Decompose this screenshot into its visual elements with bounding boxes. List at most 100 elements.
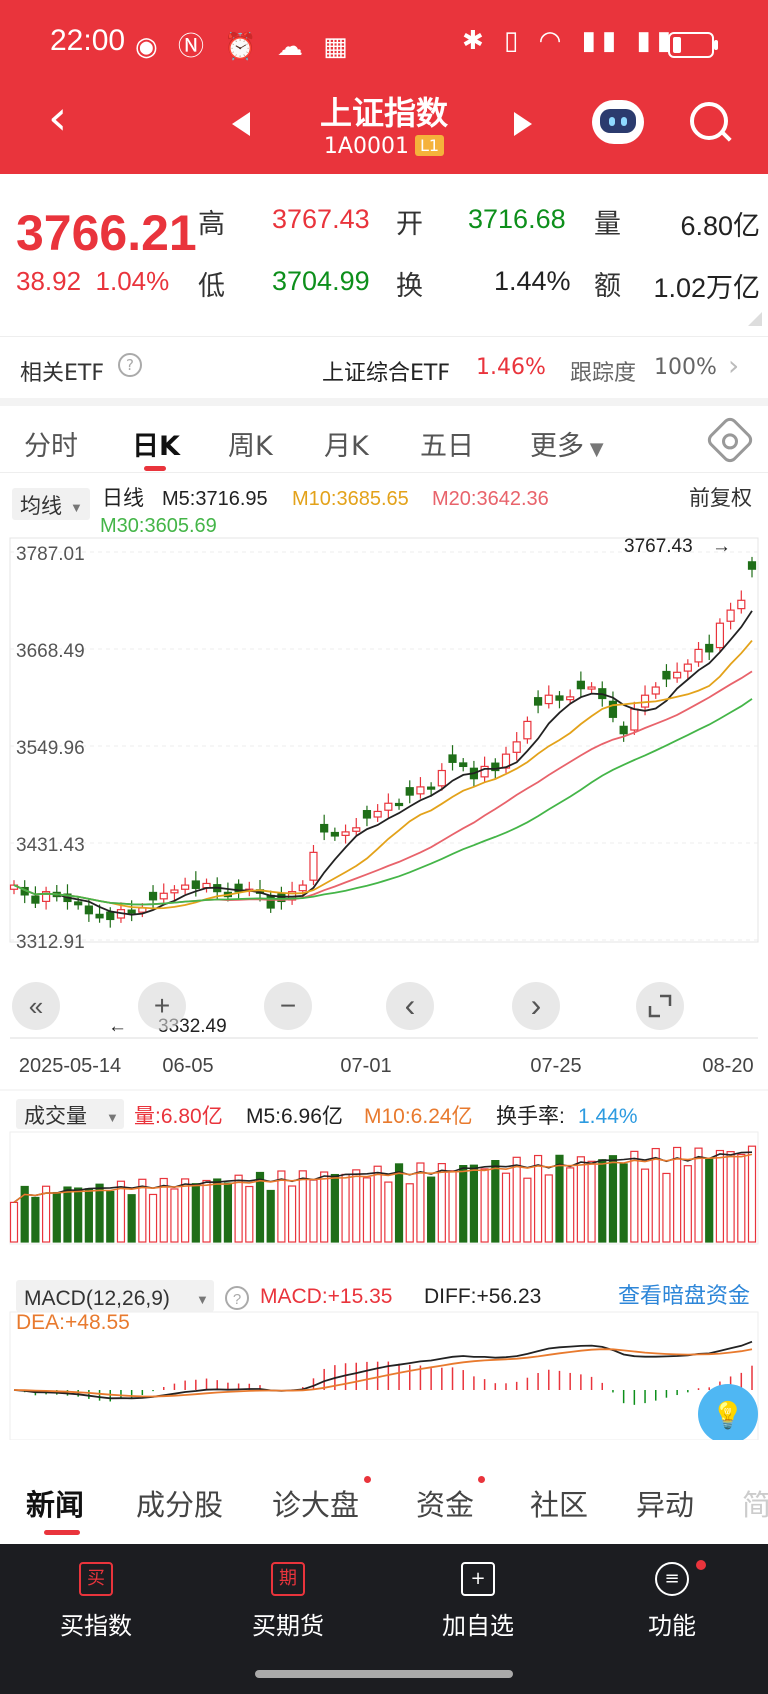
prev-button[interactable]	[386, 982, 434, 1030]
macd-select[interactable]: MACD(12,26,9)	[24, 1287, 170, 1310]
macd-histogram	[13, 1340, 753, 1405]
candle-body	[726, 609, 735, 622]
candle-body	[191, 880, 200, 889]
add-watchlist-button[interactable]: + 加自选	[408, 1562, 548, 1641]
volume-bar	[705, 1157, 714, 1243]
volume-bar	[587, 1160, 596, 1243]
volume-select-bg[interactable]	[16, 1099, 124, 1129]
volume-bar	[63, 1186, 72, 1243]
ma-line-m10	[13, 640, 753, 910]
volume-bar	[640, 1168, 650, 1243]
volume-select[interactable]: 成交量	[24, 1105, 87, 1128]
volume-bar	[330, 1173, 339, 1243]
news-tabs: 新闻 成分股 诊大盘 资金 社区 异动 简	[0, 1460, 768, 1540]
stock-code: 1A0001 L1	[0, 134, 768, 159]
volume-bar	[159, 1177, 168, 1243]
volume-bar	[619, 1163, 628, 1243]
volume-bar	[298, 1170, 307, 1243]
help-icon[interactable]: ?	[118, 353, 142, 377]
buy-index-button[interactable]: 买 买指数	[26, 1562, 166, 1641]
tab-more[interactable]: 更多 ▼	[530, 424, 604, 463]
low-value: 3704.99	[272, 266, 370, 296]
scroll-left-icon: «	[29, 991, 43, 1021]
volume-bar	[255, 1171, 265, 1243]
tips-button[interactable]	[698, 1384, 758, 1444]
volume-bar	[694, 1147, 703, 1243]
macd-select-bg[interactable]	[16, 1280, 214, 1312]
robot-assistant-icon[interactable]	[592, 100, 644, 144]
candle-body	[651, 686, 660, 695]
tab-brief[interactable]: 简	[742, 1488, 768, 1522]
volume-bar	[512, 1156, 521, 1243]
volume-bar	[437, 1162, 446, 1243]
tab-movers[interactable]: 异动	[636, 1488, 695, 1522]
volume-bar	[95, 1183, 104, 1243]
candle-body	[437, 769, 446, 787]
candle-body	[170, 889, 179, 894]
high-marker: 3767.43	[624, 536, 693, 557]
functions-button[interactable]: ≡ 功能	[602, 1562, 742, 1641]
volume-bar	[84, 1188, 93, 1243]
ma-select-arrow-icon: ▼	[70, 500, 83, 515]
volume-bar	[52, 1191, 61, 1243]
volume-m5: M5:6.96亿	[246, 1105, 343, 1128]
candle-body	[202, 882, 211, 889]
tab-market-diagnosis[interactable]: 诊大盘	[272, 1488, 360, 1522]
related-etf-row[interactable]: 相关ETF ? 上证综合ETF 1.46% 跟踪度 100% ›	[0, 336, 768, 399]
tab-news[interactable]: 新闻	[26, 1488, 85, 1522]
tab-weekly-k[interactable]: 周K	[228, 431, 273, 462]
buy-index-icon: 买	[79, 1562, 113, 1596]
next-button[interactable]	[512, 982, 560, 1030]
news-tab-indicator	[44, 1530, 80, 1535]
price-panel-frame	[9, 537, 759, 943]
volume-bar	[41, 1185, 51, 1243]
candle-body	[394, 802, 404, 807]
tab-daily-k[interactable]: 日K	[132, 431, 180, 462]
volume-bar	[362, 1177, 372, 1243]
funds-dot	[478, 1476, 485, 1483]
adjust-mode[interactable]: 前复权	[689, 487, 752, 510]
prev-stock-icon[interactable]	[232, 112, 250, 136]
candle-body	[630, 708, 639, 731]
level-badge: L1	[414, 135, 445, 156]
ma-m30: M30:3605.69	[100, 515, 217, 537]
quote-panel: 3766.21 38.92 1.04% 高 3767.43 开 3716.68 …	[0, 174, 768, 330]
search-icon[interactable]	[690, 102, 728, 140]
next-stock-icon[interactable]	[514, 112, 532, 136]
back-icon[interactable]: ‹	[48, 90, 68, 146]
zoom-in-button[interactable]	[138, 982, 186, 1030]
candle-body	[576, 680, 585, 690]
settings-icon[interactable]	[704, 414, 756, 466]
dropdown-icon: ▼	[584, 439, 604, 460]
etf-name: 上证综合ETF	[322, 361, 450, 386]
kline-chart[interactable]: 均线 ▼ 日线 M5:3716.95 M10:3685.65 M20:3642.…	[0, 472, 768, 1444]
tab-monthly-k[interactable]: 月K	[324, 431, 369, 462]
zoom-out-button[interactable]	[264, 982, 312, 1030]
ma-select[interactable]: 均线	[20, 495, 62, 518]
macd-help-icon[interactable]	[225, 1286, 249, 1310]
macd-select-arrow-icon: ▼	[196, 1292, 209, 1307]
fullscreen-button[interactable]	[636, 982, 684, 1030]
chevron-right-icon: ›	[728, 349, 740, 382]
candle-body	[384, 802, 393, 811]
tab-community[interactable]: 社区	[530, 1488, 589, 1522]
buy-futures-button[interactable]: 期 买期货	[218, 1562, 358, 1641]
expand-corner-icon[interactable]	[748, 312, 762, 326]
tab-five-day[interactable]: 五日	[420, 431, 474, 462]
candle-body	[341, 831, 350, 836]
tab-intraday[interactable]: 分时	[24, 431, 78, 462]
candle-body	[737, 599, 746, 610]
ma-select-bg[interactable]	[12, 488, 90, 520]
volume-bar	[651, 1147, 660, 1243]
fullscreen-icon	[648, 994, 672, 1018]
tab-constituents[interactable]: 成分股	[136, 1488, 224, 1522]
ma-m20: M20:3642.36	[432, 488, 549, 510]
kline-chart-area[interactable]: 均线 ▼ 日线 M5:3716.95 M10:3685.65 M20:3642.…	[0, 472, 768, 1444]
scroll-left-button[interactable]	[12, 982, 60, 1030]
tab-funds[interactable]: 资金	[416, 1488, 475, 1522]
candle-body	[405, 787, 414, 796]
ma-lines	[13, 610, 753, 916]
dark-pool-link[interactable]: 查看暗盘资金	[618, 1283, 750, 1308]
candle-body	[673, 671, 682, 679]
battery-icon	[668, 32, 718, 58]
